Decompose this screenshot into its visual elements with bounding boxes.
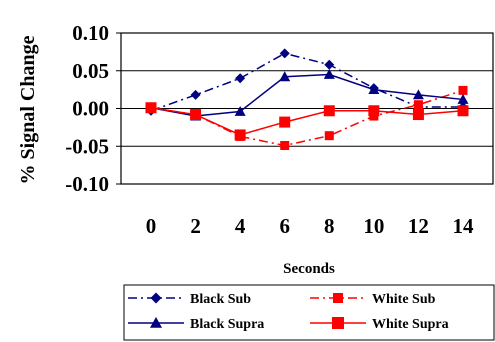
data-point (324, 131, 334, 141)
data-point (323, 69, 335, 79)
data-point (279, 116, 291, 128)
data-point (323, 105, 335, 117)
x-axis-title: Seconds (283, 261, 335, 277)
series-line (150, 107, 464, 136)
x-tick-label: 12 (408, 214, 429, 238)
data-point (279, 71, 291, 82)
data-point (368, 105, 380, 117)
y-tick-label: 0.05 (72, 59, 109, 83)
data-point (145, 102, 157, 114)
legend-label: White Sub (372, 292, 436, 307)
series-line (150, 89, 464, 147)
data-point (324, 59, 335, 70)
legend-label: Black Sub (190, 292, 251, 307)
data-point (190, 89, 201, 100)
x-tick-label: 0 (146, 214, 157, 238)
data-point (412, 109, 424, 121)
legend-marker (150, 317, 162, 328)
legend-box (123, 284, 495, 341)
x-tick-label: 8 (324, 214, 335, 238)
legend: Black Sub White Sub Black Supra White Supra (123, 284, 495, 341)
x-tick-label: 4 (235, 214, 246, 238)
data-point (280, 140, 290, 150)
data-point (234, 106, 246, 116)
data-point (458, 85, 468, 95)
y-axis-title-group: % Signal Change (17, 35, 39, 184)
data-point (235, 73, 246, 84)
data-point (190, 109, 202, 121)
data-point (368, 84, 380, 95)
data-point (412, 89, 424, 100)
series-line (150, 73, 464, 117)
legend-marker (150, 292, 162, 304)
data-point (413, 100, 423, 110)
data-point (234, 129, 246, 141)
legend-marker (333, 293, 343, 303)
legend-marker (332, 317, 344, 329)
y-tick-label: -0.05 (65, 134, 109, 158)
x-tick-label: 14 (453, 214, 475, 238)
x-tick-label: 2 (190, 214, 201, 238)
y-axis-title: % Signal Change (17, 35, 39, 184)
legend-label: Black Supra (190, 317, 264, 332)
y-tick-label: 0.10 (72, 21, 109, 45)
data-point (279, 48, 290, 59)
data-point (457, 93, 469, 104)
y-tick-label: 0.00 (72, 97, 109, 121)
x-tick-label: 10 (363, 214, 384, 238)
y-tick-label: -0.10 (65, 172, 109, 196)
legend-label: White Supra (372, 317, 449, 332)
x-tick-label: 6 (279, 214, 290, 238)
data-point (457, 105, 469, 117)
